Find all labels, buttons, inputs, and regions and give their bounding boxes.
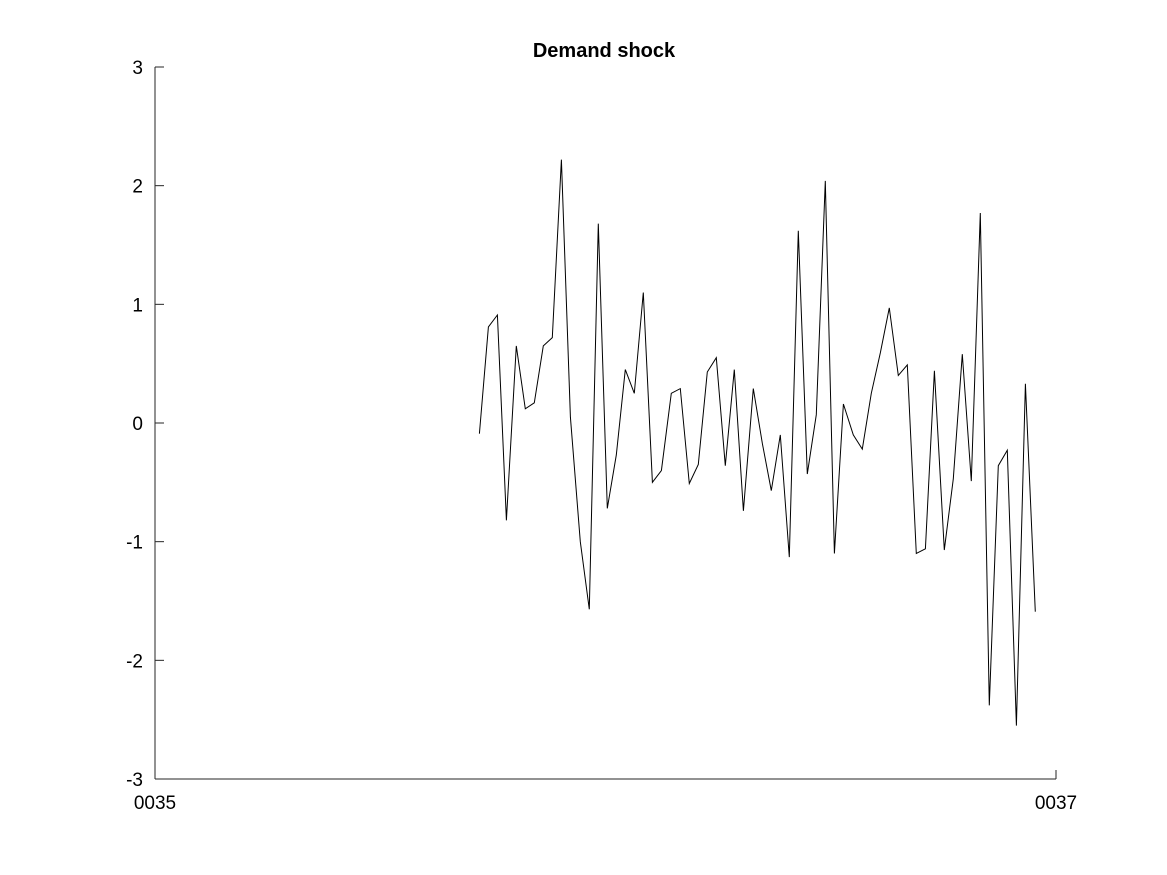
x-tick-label: 0035 [134, 793, 176, 814]
chart-title: Demand shock [533, 40, 676, 62]
tick-marks [154, 66, 1057, 780]
axes [154, 67, 1056, 780]
x-tick-label: 0037 [1035, 793, 1077, 814]
y-tick-label: 0 [132, 414, 143, 435]
series-line [478, 159, 1036, 726]
y-tick-label: 2 [132, 177, 143, 198]
y-tick-label: 3 [132, 58, 143, 79]
y-tick-label: -2 [126, 651, 143, 672]
y-tick-label: -3 [126, 770, 143, 791]
y-tick-label: -1 [126, 533, 143, 554]
y-tick-label: 1 [132, 295, 143, 316]
series-layer [478, 159, 1036, 726]
